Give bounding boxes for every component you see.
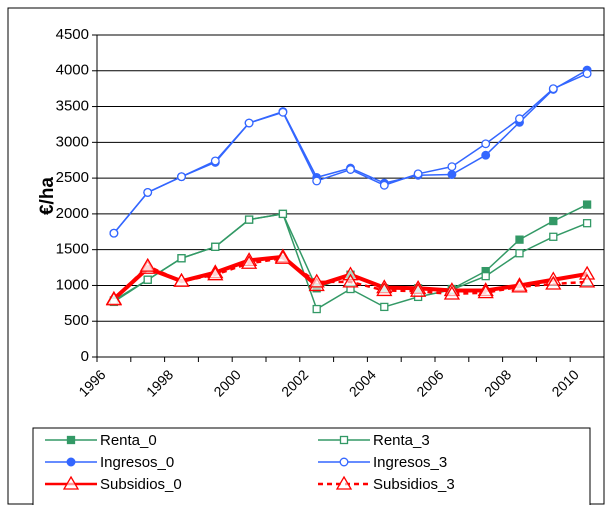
marker <box>66 457 76 467</box>
marker <box>379 180 389 190</box>
marker <box>109 228 119 238</box>
legend-item: Subsidios_0 <box>45 475 182 493</box>
marker <box>413 169 423 179</box>
y-tick-label: 2500 <box>56 169 89 186</box>
y-tick-label: 3500 <box>56 98 89 115</box>
marker <box>447 162 457 172</box>
marker <box>346 165 355 174</box>
y-tick-label: 0 <box>81 348 89 365</box>
marker <box>481 150 491 160</box>
marker <box>582 200 592 209</box>
marker <box>511 278 528 293</box>
marker <box>409 282 427 297</box>
marker <box>244 118 254 128</box>
marker <box>582 69 592 79</box>
marker <box>312 176 322 186</box>
legend-label: Subsidios_0 <box>100 476 182 493</box>
legend-label: Subsidios_3 <box>373 476 455 493</box>
marker <box>173 272 190 287</box>
y-tick-label: 2000 <box>56 205 89 222</box>
marker <box>549 216 558 226</box>
y-tick-label: 500 <box>64 312 89 329</box>
legend-label: Ingresos_0 <box>100 454 174 471</box>
marker <box>339 435 349 445</box>
legend: Renta_0 Renta_3 Ingresos_0 Ingresos_3 Subsid… <box>32 427 591 505</box>
marker <box>143 187 153 197</box>
legend-label: Renta_3 <box>373 432 430 449</box>
marker <box>515 235 524 244</box>
marker <box>515 249 524 258</box>
marker <box>549 232 558 241</box>
legend-item: Subsidios_3 <box>318 475 455 493</box>
legend-box <box>32 427 591 505</box>
marker <box>515 114 524 124</box>
marker <box>274 249 292 264</box>
marker <box>545 275 562 290</box>
marker <box>244 215 254 224</box>
marker <box>177 172 186 182</box>
marker <box>210 156 220 166</box>
legend-item: Ingresos_0 <box>45 454 174 471</box>
marker <box>582 219 592 228</box>
marker <box>443 285 461 300</box>
chart-border <box>7 7 605 505</box>
marker <box>481 271 490 281</box>
marker <box>308 273 325 288</box>
marker <box>211 242 220 251</box>
y-tick-label: 4000 <box>56 62 89 79</box>
y-tick-label: 3000 <box>56 133 89 150</box>
marker <box>339 457 349 467</box>
y-axis-label: €/ha <box>37 177 58 215</box>
marker <box>278 107 288 117</box>
y-tick-label: 4500 <box>56 26 89 43</box>
marker <box>240 254 258 269</box>
marker <box>66 435 76 445</box>
legend-item: Renta_0 <box>45 432 157 449</box>
legend-label: Ingresos_3 <box>373 454 447 471</box>
marker <box>105 291 123 306</box>
legend-item: Ingresos_3 <box>318 454 447 471</box>
marker <box>447 170 457 179</box>
marker <box>177 254 186 263</box>
y-tick-label: 1000 <box>56 276 89 293</box>
marker <box>578 273 596 288</box>
marker <box>380 302 389 312</box>
marker <box>139 257 156 272</box>
marker <box>548 84 558 94</box>
marker <box>207 266 224 281</box>
legend-label: Renta_0 <box>100 432 157 449</box>
marker <box>278 209 288 219</box>
y-tick-label: 1500 <box>56 241 89 258</box>
marker <box>312 304 321 314</box>
marker <box>342 273 359 288</box>
legend-item: Renta_3 <box>318 432 430 449</box>
marker <box>477 284 494 299</box>
marker <box>481 139 491 149</box>
marker <box>376 282 393 297</box>
marker <box>335 475 353 490</box>
marker <box>143 275 152 284</box>
marker <box>62 475 80 490</box>
